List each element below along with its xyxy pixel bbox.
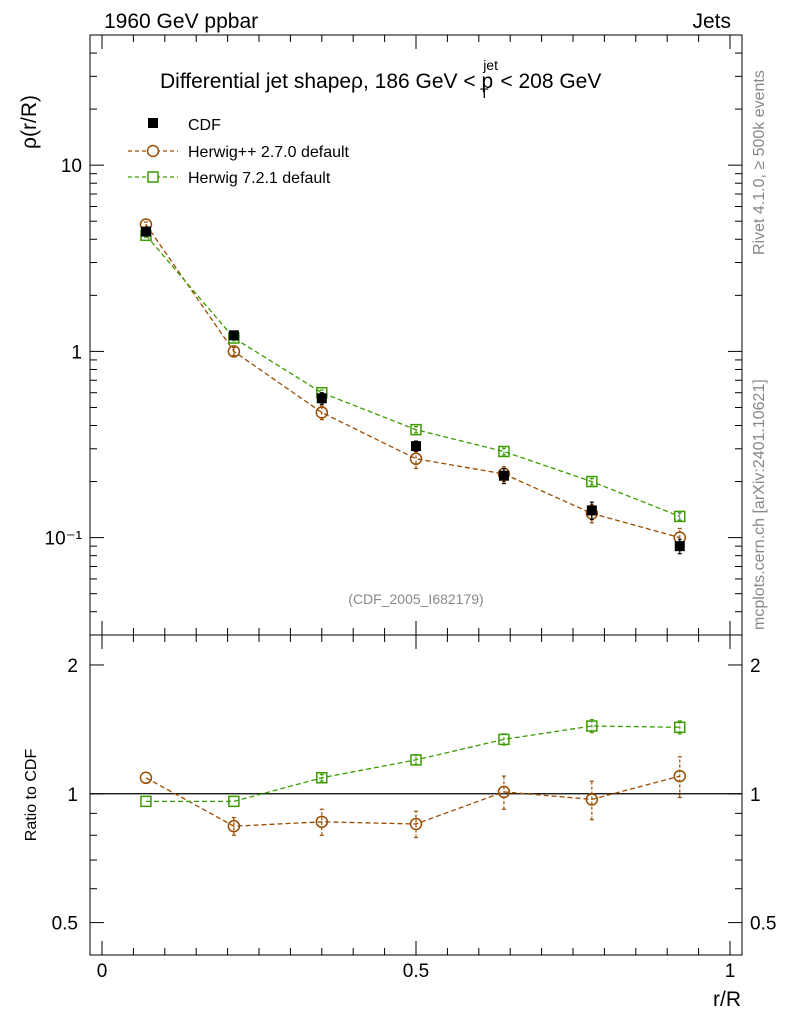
main-data-point: [411, 441, 421, 452]
main-data-point: [315, 406, 329, 419]
mcplots-label: mcplots.cern.ch [arXiv:2401.10621]: [751, 379, 768, 630]
xtick-label: 0: [97, 961, 108, 982]
main-series-line: [145, 224, 680, 539]
ratio-data-point: [139, 771, 153, 785]
main-ylabel: ρ(r/R): [18, 95, 41, 149]
ratio-data-point: [316, 772, 328, 784]
main-series-open-circle: [139, 218, 687, 549]
ratio-data-point: [585, 793, 599, 806]
ratio-ytick-label: 1: [67, 785, 78, 806]
main-series-open-square: [140, 229, 686, 523]
ratio-series-open-square: [140, 719, 686, 808]
chart-title-sup: jet: [482, 57, 498, 73]
legend-label-herwigpp: Herwig++ 2.7.0 default: [188, 144, 350, 161]
main-data-point: [674, 510, 686, 523]
ratio-ytick-label-right: 0.5: [750, 914, 776, 935]
main-data-point: [498, 445, 510, 458]
category-label: Jets: [692, 10, 731, 33]
main-ytick-label: 1: [71, 342, 82, 363]
ratio-data-point: [140, 795, 152, 808]
ratio-ytick-label-right: 1: [750, 785, 761, 806]
ratio-ytick-label: 0.5: [52, 914, 78, 935]
main-data-point: [586, 505, 597, 516]
ratio-data-point: [410, 754, 422, 766]
ratio-data-point: [315, 815, 329, 829]
main-data-point: [227, 345, 241, 358]
xtick-label: 0.5: [403, 961, 429, 982]
ratio-series-line: [146, 725, 680, 803]
main-data-point: [410, 423, 422, 436]
ratio-data-point: [497, 785, 511, 799]
ratio-ytick-label-right: 2: [750, 656, 761, 677]
rivet-version-label: Rivet 4.1.0, ≥ 500k events: [751, 70, 768, 255]
main-data-point: [140, 226, 151, 237]
ratio-ytick-label: 2: [67, 656, 78, 677]
ratio-data-point: [674, 721, 686, 734]
main-data-point: [228, 330, 239, 341]
xlabel: r/R: [713, 988, 741, 1011]
ratio-data-point: [498, 733, 510, 746]
legend-marker-herwig7: [147, 171, 159, 183]
legend: CDF Herwig++ 2.7.0 default Herwig 7.2.1 …: [128, 117, 350, 187]
ratio-ylabel: Ratio to CDF: [23, 749, 40, 842]
main-data-point: [498, 470, 509, 481]
main-series-filled-square: [140, 226, 685, 555]
ratio-data-point: [227, 819, 241, 833]
legend-marker-cdf: [148, 118, 158, 128]
analysis-tag: (CDF_2005_I682179): [348, 591, 483, 607]
ratio-data-point: [409, 817, 423, 831]
ratio-data-point: [586, 720, 598, 732]
xtick-label: 1: [725, 961, 736, 982]
main-ticks: 10⁻¹ 1 10: [45, 34, 742, 636]
main-data-point: [586, 475, 598, 488]
main-data-point: [409, 452, 423, 466]
ratio-plot-frame: [89, 634, 743, 956]
main-ytick-label: 10: [61, 156, 82, 177]
chart-title-tail: < 208 GeV: [495, 70, 602, 93]
beam-label: 1960 GeV ppbar: [104, 10, 258, 33]
ratio-ticks: 0.5 0.5 1 1 2 2 0 0.5 1: [52, 635, 776, 982]
main-ytick-label: 10⁻¹: [45, 529, 83, 550]
legend-marker-herwigpp: [146, 144, 160, 158]
legend-label-cdf: CDF: [188, 117, 221, 134]
main-data-point: [674, 541, 685, 552]
legend-label-herwig7: Herwig 7.2.1 default: [188, 170, 331, 187]
ratio-series-open-circle: [139, 756, 687, 839]
ratio-data-point: [673, 769, 687, 783]
chart-title-sub: T: [480, 85, 489, 101]
main-data-point: [316, 393, 327, 404]
main-series: [139, 218, 687, 555]
ratio-series: [139, 719, 687, 839]
ratio-data-point: [228, 795, 240, 808]
chart-title: Differential jet shapeρ, 186 GeV < pjet T…: [160, 57, 601, 101]
chart-title-main: Differential jet shapeρ, 186 GeV < p: [160, 70, 493, 93]
main-series-line: [145, 234, 681, 518]
